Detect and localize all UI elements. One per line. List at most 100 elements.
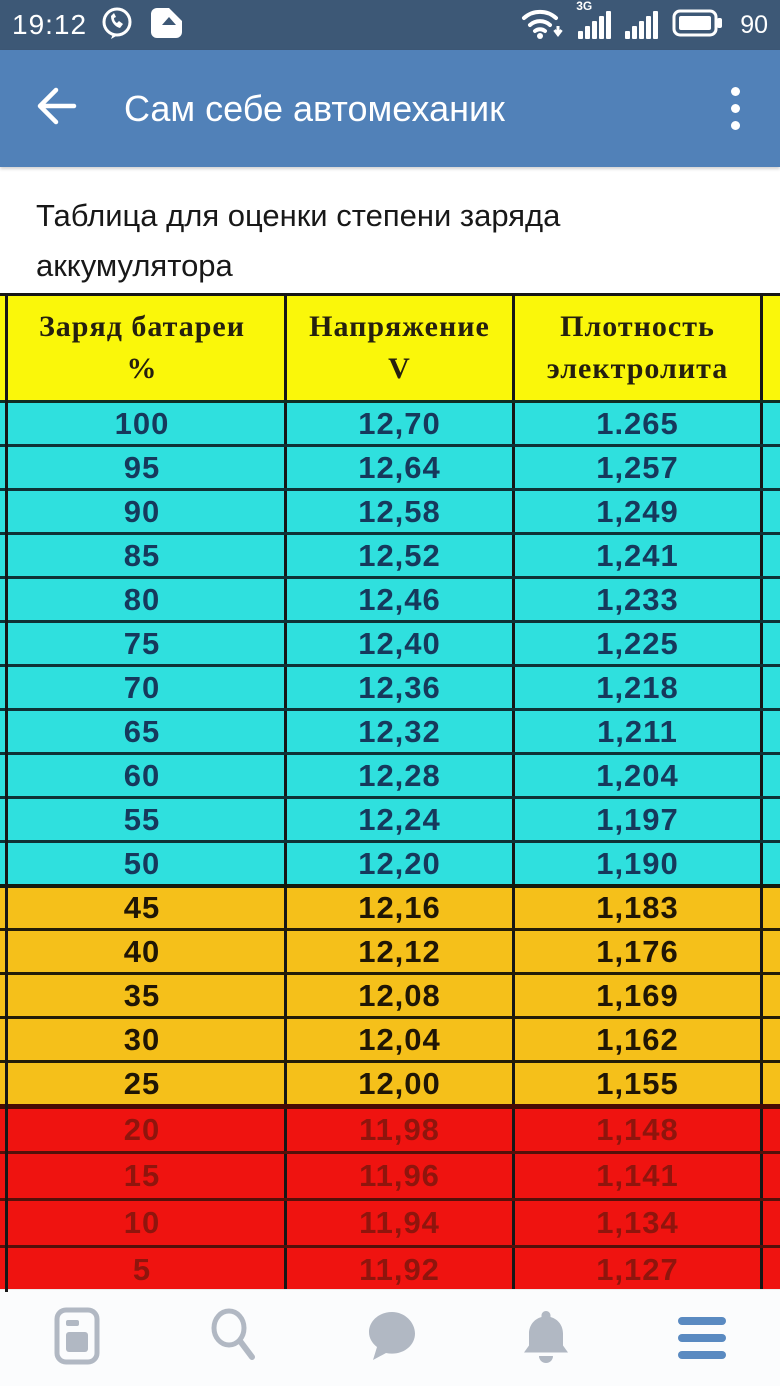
cell-voltage: 12,58 (287, 491, 515, 532)
cell-density: 1,134 (515, 1201, 763, 1245)
cell-density: 1,225 (515, 623, 763, 664)
cell-charge: 45 (0, 888, 287, 928)
cell-density: 1,162 (515, 1019, 763, 1060)
table-row: 5 11,92 1,127 (0, 1245, 780, 1292)
kebab-menu-button[interactable] (725, 81, 746, 136)
cell-charge: 100 (0, 403, 287, 444)
cell-voltage: 11,96 (287, 1154, 515, 1198)
cell-charge: 5 (0, 1248, 287, 1292)
table-row: 15 11,96 1,141 (0, 1151, 780, 1198)
table-row: 75 12,40 1,225 (0, 620, 780, 664)
clock: 19:12 (12, 9, 88, 40)
status-bar: 19:12 3G (0, 0, 780, 50)
gallery-icon (149, 5, 185, 46)
bottom-nav (0, 1289, 780, 1386)
header-cell-density: Плотность электролита (515, 296, 763, 400)
cell-density: 1,218 (515, 667, 763, 708)
viber-icon (101, 6, 135, 45)
cell-voltage: 12,24 (287, 799, 515, 840)
table-row: 90 12,58 1,249 (0, 488, 780, 532)
cell-density: 1,249 (515, 491, 763, 532)
table-row: 25 12,00 1,155 (0, 1060, 780, 1104)
table-header-row: Заряд батареи % Напряжение V Плотность э… (0, 296, 780, 400)
cell-density: 1.265 (515, 403, 763, 444)
table-row: 70 12,36 1,218 (0, 664, 780, 708)
table-row: 40 12,12 1,176 (0, 928, 780, 972)
cell-density: 1,176 (515, 931, 763, 972)
cell-density: 1,257 (515, 447, 763, 488)
battery-icon (672, 8, 724, 43)
newsfeed-icon (53, 1306, 103, 1371)
post-heading: Таблица для оценки степени заряда аккуму… (36, 198, 561, 283)
cell-charge: 65 (0, 711, 287, 752)
table-row: 80 12,46 1,233 (0, 576, 780, 620)
page-title: Сам себе автомеханик (124, 87, 505, 129)
cell-density: 1,141 (515, 1154, 763, 1198)
cell-charge: 95 (0, 447, 287, 488)
cell-density: 1,197 (515, 799, 763, 840)
battery-percent-label: 90 (740, 10, 768, 39)
cell-charge: 20 (0, 1109, 287, 1151)
back-button[interactable] (30, 83, 82, 135)
table-row: 35 12,08 1,169 (0, 972, 780, 1016)
cell-density: 1,241 (515, 535, 763, 576)
cell-voltage: 12,16 (287, 888, 515, 928)
cell-voltage: 12,00 (287, 1063, 515, 1104)
cell-voltage: 12,04 (287, 1019, 515, 1060)
network-type-label: 3G (576, 0, 593, 13)
table-row: 20 11,98 1,148 (0, 1104, 780, 1151)
search-icon (206, 1307, 262, 1370)
nav-menu-button[interactable] (662, 1303, 742, 1373)
cell-charge: 90 (0, 491, 287, 532)
bell-icon (520, 1307, 572, 1370)
cell-density: 1,183 (515, 888, 763, 928)
table-row: 95 12,64 1,257 (0, 444, 780, 488)
messages-icon (363, 1308, 417, 1369)
cell-charge: 85 (0, 535, 287, 576)
cell-charge: 50 (0, 843, 287, 884)
table-row: 10 11,94 1,134 (0, 1198, 780, 1245)
cell-voltage: 11,94 (287, 1201, 515, 1245)
cell-charge: 25 (0, 1063, 287, 1104)
nav-news-button[interactable] (38, 1303, 118, 1373)
cell-charge: 80 (0, 579, 287, 620)
table-body: 100 12,70 1.265 95 12,64 1,257 90 12,58 … (0, 400, 780, 1292)
signal-bars-sim2 (625, 11, 659, 39)
cell-voltage: 12,70 (287, 403, 515, 444)
cell-density: 1,233 (515, 579, 763, 620)
cell-charge: 30 (0, 1019, 287, 1060)
battery-table: Заряд батареи % Напряжение V Плотность э… (0, 293, 780, 1297)
cell-charge: 40 (0, 931, 287, 972)
cell-density: 1,148 (515, 1109, 763, 1151)
nav-search-button[interactable] (194, 1303, 274, 1373)
cell-charge: 70 (0, 667, 287, 708)
cell-charge: 35 (0, 975, 287, 1016)
back-arrow-icon (32, 82, 80, 135)
cell-voltage: 12,32 (287, 711, 515, 752)
table-row: 60 12,28 1,204 (0, 752, 780, 796)
cell-voltage: 12,52 (287, 535, 515, 576)
signal-bars-sim1: 3G (576, 0, 612, 39)
cell-voltage: 11,92 (287, 1248, 515, 1292)
cell-charge: 15 (0, 1154, 287, 1198)
cell-voltage: 12,28 (287, 755, 515, 796)
table-row: 30 12,04 1,162 (0, 1016, 780, 1060)
header-cell-voltage: Напряжение V (287, 296, 515, 400)
table-row: 50 12,20 1,190 (0, 840, 780, 884)
cell-voltage: 12,36 (287, 667, 515, 708)
cell-voltage: 12,12 (287, 931, 515, 972)
nav-notifications-button[interactable] (506, 1303, 586, 1373)
cell-voltage: 12,64 (287, 447, 515, 488)
cell-density: 1,169 (515, 975, 763, 1016)
wifi-icon (520, 6, 564, 45)
cell-voltage: 12,46 (287, 579, 515, 620)
menu-icon (678, 1317, 726, 1359)
cell-charge: 55 (0, 799, 287, 840)
table-row: 45 12,16 1,183 (0, 884, 780, 928)
cell-charge: 60 (0, 755, 287, 796)
cell-voltage: 11,98 (287, 1109, 515, 1151)
nav-messages-button[interactable] (350, 1303, 430, 1373)
cell-density: 1,211 (515, 711, 763, 752)
cell-density: 1,190 (515, 843, 763, 884)
table-row: 65 12,32 1,211 (0, 708, 780, 752)
